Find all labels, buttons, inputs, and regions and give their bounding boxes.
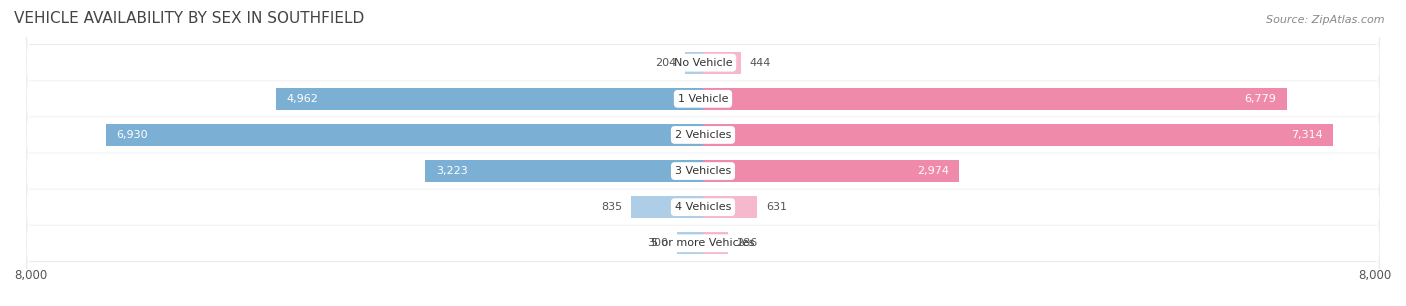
- Bar: [631, 196, 703, 218]
- FancyBboxPatch shape: [14, 0, 1392, 306]
- Text: 835: 835: [602, 202, 623, 212]
- Bar: [426, 160, 703, 182]
- FancyBboxPatch shape: [14, 0, 1392, 306]
- Text: 1 Vehicle: 1 Vehicle: [678, 94, 728, 104]
- Text: 631: 631: [766, 202, 787, 212]
- FancyBboxPatch shape: [14, 0, 1392, 306]
- Text: 3,223: 3,223: [436, 166, 468, 176]
- FancyBboxPatch shape: [14, 0, 1392, 306]
- Text: 8,000: 8,000: [14, 269, 48, 282]
- Legend: Male, Female: Male, Female: [626, 305, 780, 306]
- Text: 6,930: 6,930: [117, 130, 148, 140]
- Bar: [686, 51, 703, 74]
- Bar: [703, 196, 758, 218]
- Bar: [703, 51, 741, 74]
- FancyBboxPatch shape: [14, 0, 1392, 306]
- FancyBboxPatch shape: [14, 0, 1392, 306]
- Text: No Vehicle: No Vehicle: [673, 58, 733, 68]
- FancyBboxPatch shape: [14, 0, 1392, 306]
- FancyBboxPatch shape: [14, 0, 1392, 306]
- Text: 2 Vehicles: 2 Vehicles: [675, 130, 731, 140]
- Text: Source: ZipAtlas.com: Source: ZipAtlas.com: [1267, 15, 1385, 25]
- Bar: [276, 88, 703, 110]
- Bar: [678, 232, 703, 255]
- Bar: [703, 232, 728, 255]
- Text: 300: 300: [648, 238, 669, 248]
- Text: 4,962: 4,962: [285, 94, 318, 104]
- Bar: [703, 124, 1333, 146]
- Bar: [703, 160, 959, 182]
- Bar: [107, 124, 703, 146]
- Text: 8,000: 8,000: [1358, 269, 1392, 282]
- FancyBboxPatch shape: [14, 0, 1392, 306]
- FancyBboxPatch shape: [14, 0, 1392, 306]
- Text: 4 Vehicles: 4 Vehicles: [675, 202, 731, 212]
- Text: VEHICLE AVAILABILITY BY SEX IN SOUTHFIELD: VEHICLE AVAILABILITY BY SEX IN SOUTHFIEL…: [14, 11, 364, 26]
- Text: 444: 444: [749, 58, 772, 68]
- Bar: [703, 88, 1286, 110]
- Text: 3 Vehicles: 3 Vehicles: [675, 166, 731, 176]
- Text: 7,314: 7,314: [1291, 130, 1323, 140]
- FancyBboxPatch shape: [14, 0, 1392, 306]
- Text: 204: 204: [655, 58, 676, 68]
- Text: 6,779: 6,779: [1244, 94, 1277, 104]
- Text: 5 or more Vehicles: 5 or more Vehicles: [651, 238, 755, 248]
- Text: 286: 286: [737, 238, 758, 248]
- FancyBboxPatch shape: [14, 0, 1392, 306]
- Text: 2,974: 2,974: [917, 166, 949, 176]
